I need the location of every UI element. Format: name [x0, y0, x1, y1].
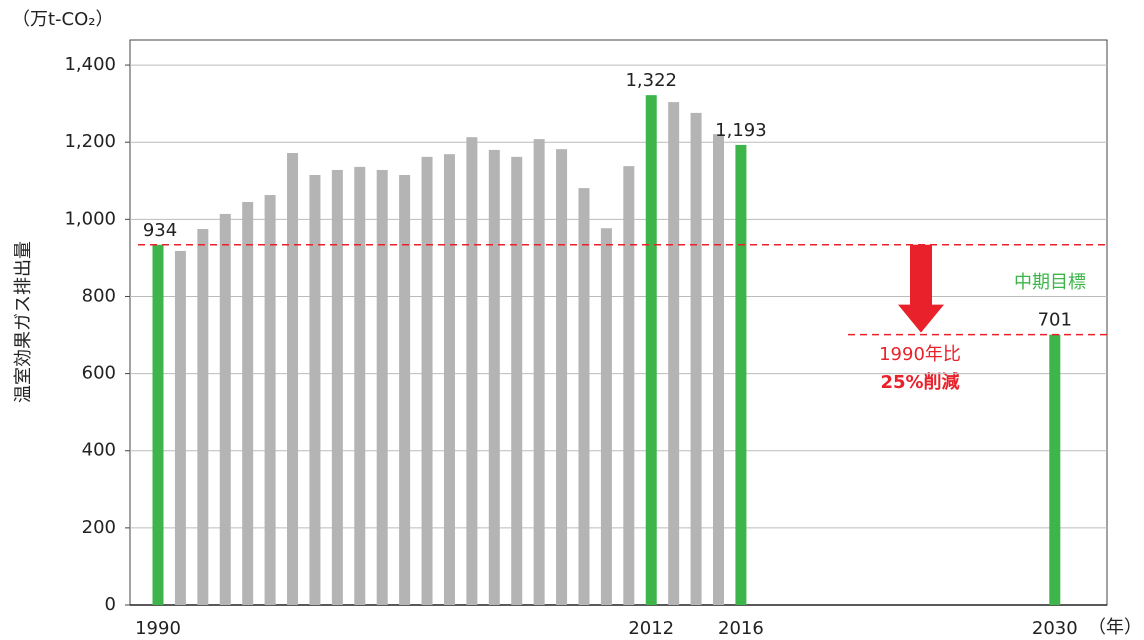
y-tick-label: 200 — [82, 517, 116, 538]
target-label: 中期目標 — [1014, 272, 1086, 293]
reduction-value-label: 25%削減 — [880, 371, 959, 393]
bar — [309, 174, 321, 605]
bar — [1049, 334, 1061, 605]
bar — [197, 228, 209, 605]
x-tick-label: 2030 — [1032, 618, 1078, 639]
bar — [331, 169, 343, 605]
bar — [668, 102, 680, 605]
value-label: 1,322 — [625, 70, 677, 91]
y-tick-label: 600 — [82, 363, 116, 384]
bar — [556, 149, 568, 605]
y-tick-label: 1,400 — [64, 54, 116, 75]
value-label: 934 — [143, 220, 177, 241]
bar — [376, 169, 388, 605]
bar — [354, 166, 366, 605]
bar — [600, 228, 612, 605]
bar — [399, 174, 411, 605]
bar — [174, 250, 186, 605]
y-tick-label: 0 — [105, 594, 116, 615]
y-tick-label: 800 — [82, 285, 116, 306]
x-tick-label: 1990 — [135, 618, 181, 639]
x-tick-label: 2016 — [718, 618, 764, 639]
plot-frame — [129, 39, 1108, 606]
bar — [511, 156, 523, 605]
value-label: 701 — [1038, 310, 1072, 331]
reduction-arrow — [898, 244, 944, 333]
bar — [264, 195, 276, 605]
bar — [623, 166, 635, 606]
bar — [578, 188, 590, 605]
value-label: 1,193 — [715, 120, 767, 141]
bar — [421, 156, 433, 605]
bar — [690, 112, 702, 606]
bar — [533, 139, 545, 606]
bar — [242, 201, 254, 605]
bar — [713, 134, 724, 605]
bar — [443, 154, 455, 606]
reduction-label: 1990年比 — [879, 344, 961, 365]
bar — [219, 213, 231, 605]
bar — [287, 153, 299, 605]
y-tick-label: 1,200 — [64, 131, 116, 152]
x-tick-label: 2012 — [628, 618, 674, 639]
bar — [735, 144, 747, 606]
y-axis-label: 温室効果ガス排出量 — [13, 241, 34, 403]
y-tick-label: 400 — [82, 440, 116, 461]
bar — [645, 95, 657, 605]
unit-label: （万t-CO₂） — [12, 9, 114, 30]
bar — [152, 244, 164, 605]
x-axis-label: （年） — [1088, 617, 1142, 638]
y-tick-label: 1,000 — [64, 208, 116, 229]
bar — [488, 149, 500, 605]
bar — [466, 137, 478, 605]
